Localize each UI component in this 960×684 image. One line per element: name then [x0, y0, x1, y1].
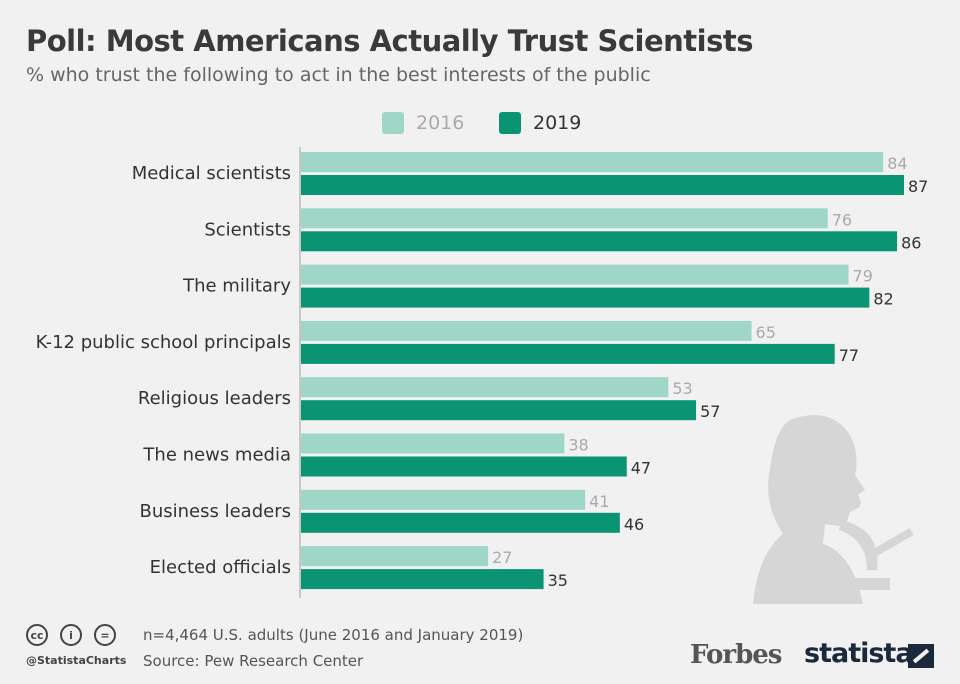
data-label-2019: 46	[624, 515, 644, 534]
bar-2016	[301, 489, 586, 510]
chart-subtitle: % who trust the following to act in the …	[26, 64, 651, 86]
data-label-2016: 41	[589, 492, 609, 511]
bar-2016	[301, 433, 565, 454]
attribution-icon: i	[60, 624, 82, 646]
legend-swatch-2016	[382, 112, 404, 134]
data-label-2016: 38	[568, 436, 588, 455]
bar-2019	[301, 456, 627, 477]
category-label: Medical scientists	[132, 163, 291, 184]
bar-2019	[301, 287, 870, 308]
data-label-2019: 35	[548, 571, 568, 590]
sample-note: n=4,464 U.S. adults (June 2016 and Janua…	[143, 626, 524, 644]
bar-2016	[301, 546, 489, 567]
data-label-2019: 86	[901, 233, 921, 252]
creative-commons-icon: cc	[26, 624, 48, 646]
bar-2016	[301, 152, 884, 172]
category-label: Scientists	[204, 219, 291, 240]
chart-title: Poll: Most Americans Actually Trust Scie…	[26, 24, 753, 58]
category-label: The military	[182, 276, 291, 297]
data-label-2016: 79	[853, 267, 873, 286]
data-label-2016: 27	[492, 548, 512, 567]
data-label-2016: 65	[756, 323, 776, 342]
category-label: Elected officials	[150, 557, 291, 578]
legend-label-2016: 2016	[416, 112, 465, 134]
data-label-2016: 84	[887, 154, 907, 173]
data-label-2019: 47	[631, 459, 651, 478]
bar-2019	[301, 400, 697, 421]
data-label-2019: 82	[873, 290, 893, 309]
data-label-2019: 77	[839, 346, 859, 365]
legend-item-2016: 2016	[382, 112, 464, 134]
category-label: The news media	[142, 445, 291, 466]
bar-2016	[301, 377, 669, 398]
statista-logo: statista	[804, 638, 914, 669]
scientist-illustration	[753, 415, 914, 604]
legend-swatch-2019	[499, 112, 521, 134]
data-label-2016: 76	[832, 210, 852, 229]
bar-2019	[301, 343, 835, 364]
forbes-logo: Forbes	[690, 640, 782, 670]
bar-2016	[301, 320, 752, 341]
category-label: Religious leaders	[138, 388, 291, 409]
bar-2019	[301, 569, 544, 590]
bar-2016	[301, 208, 828, 229]
bar-2019	[301, 512, 620, 533]
no-derivatives-icon: =	[94, 624, 116, 646]
data-label-2019: 57	[700, 402, 720, 421]
bar-2016	[301, 264, 849, 285]
bar-2019	[301, 175, 904, 195]
statista-handle: @StatistaCharts	[26, 654, 127, 667]
legend-item-2019: 2019	[499, 112, 581, 134]
category-label: K-12 public school principals	[36, 332, 291, 353]
source-note: Source: Pew Research Center	[143, 652, 364, 670]
statista-logo-mark	[908, 644, 934, 668]
category-label: Business leaders	[140, 501, 291, 522]
data-label-2019: 87	[908, 177, 928, 196]
data-label-2016: 53	[672, 379, 692, 398]
bar-2019	[301, 231, 898, 252]
legend-label-2019: 2019	[533, 112, 582, 134]
